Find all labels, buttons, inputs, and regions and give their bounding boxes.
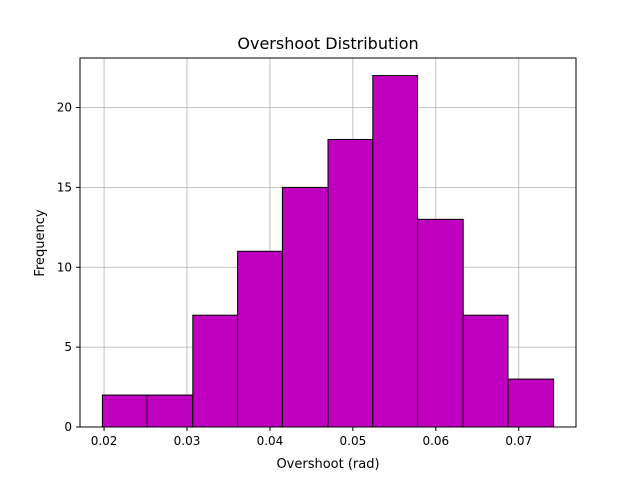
x-axis-label: Overshoot (rad) (276, 457, 379, 472)
plot-area-frame (79, 57, 577, 428)
histogram-bar-9 (507, 378, 555, 428)
histogram-bar-6 (372, 75, 419, 428)
histogram-bar-4 (281, 186, 329, 428)
histogram-bars (101, 75, 555, 428)
histogram-bar-8 (462, 314, 509, 428)
histogram-bar-3 (237, 250, 283, 428)
y-axis-label: Frequency (33, 209, 48, 276)
histogram-bar-0 (101, 394, 148, 428)
y-axis-ticks: 0 5 10 15 20 (57, 101, 80, 434)
x-tick-label-2: 0.04 (257, 434, 284, 448)
y-tick-label-0: 0 (64, 420, 72, 434)
histogram-bar-5 (327, 138, 374, 428)
x-tick-label-1: 0.03 (174, 434, 201, 448)
x-tick-label-5: 0.07 (505, 434, 532, 448)
x-tick-label-0: 0.02 (91, 434, 118, 448)
histogram-bar-2 (192, 314, 239, 428)
x-axis-ticks: 0.02 0.03 0.04 0.05 0.06 0.07 (91, 427, 532, 448)
histogram-bar-7 (417, 218, 464, 428)
x-tick-label-3: 0.05 (340, 434, 367, 448)
histogram-bar-1 (146, 394, 194, 428)
x-tick-label-4: 0.06 (422, 434, 449, 448)
y-tick-label-2: 10 (57, 260, 72, 274)
chart-title: Overshoot Distribution (237, 34, 418, 53)
y-tick-label-1: 5 (64, 340, 72, 354)
y-tick-label-3: 15 (57, 180, 72, 194)
y-tick-label-4: 20 (57, 101, 72, 115)
